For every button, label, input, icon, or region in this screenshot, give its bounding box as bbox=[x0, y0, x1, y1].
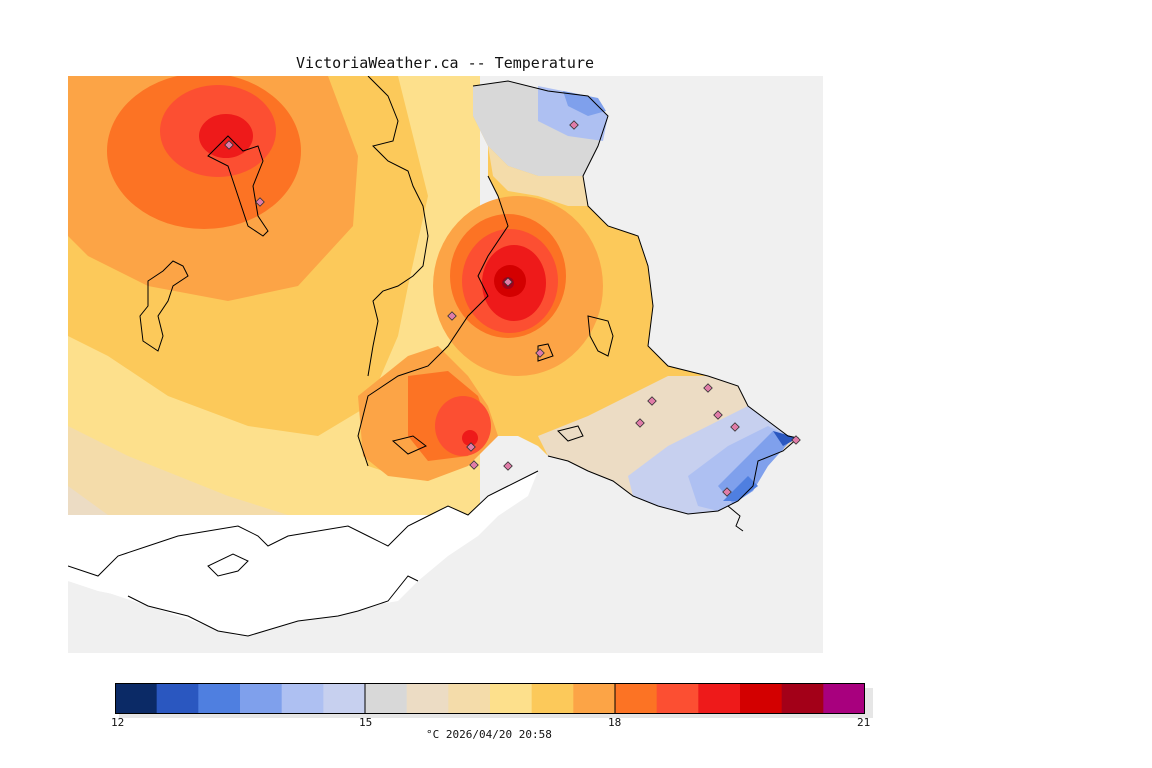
colorbar-tick-label: 12 bbox=[111, 716, 125, 729]
colorbar-swatch bbox=[781, 683, 824, 714]
temperature-field bbox=[68, 76, 480, 515]
station-marker[interactable] bbox=[569, 120, 579, 130]
colorbar-swatch bbox=[531, 683, 574, 714]
temperature-map[interactable] bbox=[68, 76, 823, 653]
colorbar-swatch bbox=[115, 683, 158, 714]
colorbar-border bbox=[115, 683, 865, 714]
station-marker[interactable] bbox=[469, 460, 479, 470]
chart-title: VictoriaWeather.ca -- Temperature bbox=[296, 54, 595, 72]
peninsula-field bbox=[358, 81, 798, 514]
map-svg bbox=[68, 76, 823, 653]
colorbar-swatch bbox=[740, 683, 783, 714]
colorbar-swatch bbox=[573, 683, 616, 714]
station-marker[interactable] bbox=[503, 461, 513, 471]
station-marker[interactable] bbox=[722, 487, 732, 497]
station-marker[interactable] bbox=[535, 348, 545, 358]
colorbar-swatch bbox=[615, 683, 658, 714]
station-marker[interactable] bbox=[635, 418, 645, 428]
colorbar-swatch bbox=[240, 683, 283, 714]
station-marker[interactable] bbox=[255, 197, 265, 207]
station-marker[interactable] bbox=[503, 277, 513, 287]
station-marker[interactable] bbox=[703, 383, 713, 393]
station-marker[interactable] bbox=[791, 435, 801, 445]
colorbar-swatch bbox=[365, 683, 408, 714]
colorbar-swatch bbox=[698, 683, 741, 714]
colorbar-tick-label: 21 bbox=[857, 716, 871, 729]
colorbar-swatch bbox=[490, 683, 533, 714]
station-marker[interactable] bbox=[647, 396, 657, 406]
colorbar-swatch bbox=[406, 683, 449, 714]
colorbar-swatch bbox=[281, 683, 324, 714]
southern-land-fill bbox=[68, 471, 538, 636]
units-timestamp-caption: °C 2026/04/20 20:58 bbox=[426, 728, 552, 741]
temperature-colorbar bbox=[115, 683, 865, 714]
coastlines bbox=[68, 76, 800, 637]
colorbar-tick-label: 15 bbox=[359, 716, 373, 729]
colorbar-tick-label: 18 bbox=[608, 716, 622, 729]
station-markers bbox=[224, 120, 801, 497]
colorbar-swatch bbox=[448, 683, 491, 714]
station-marker[interactable] bbox=[224, 140, 234, 150]
colorbar-swatch bbox=[823, 683, 865, 714]
station-marker[interactable] bbox=[447, 311, 457, 321]
colorbar-swatch bbox=[156, 683, 199, 714]
colorbar-swatch bbox=[656, 683, 699, 714]
colorbar-swatch bbox=[198, 683, 241, 714]
station-marker[interactable] bbox=[730, 422, 740, 432]
station-marker[interactable] bbox=[713, 410, 723, 420]
station-marker[interactable] bbox=[466, 442, 476, 452]
colorbar-swatch bbox=[323, 683, 366, 714]
